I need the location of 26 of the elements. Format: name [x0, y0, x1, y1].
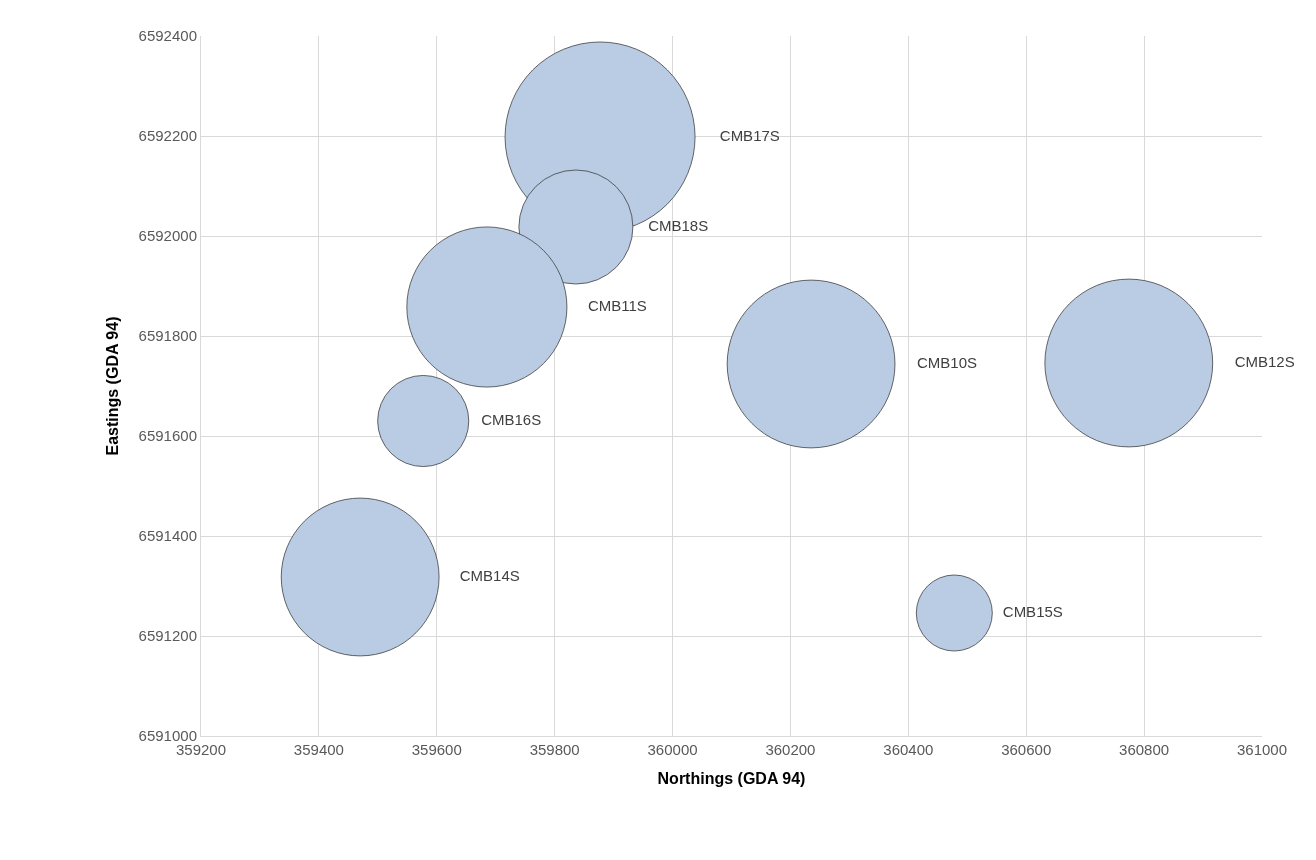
- x-tick-label: 360600: [1001, 741, 1052, 758]
- y-tick-label: 6592000: [138, 227, 197, 245]
- y-tick-label: 6591800: [138, 327, 197, 345]
- series-label: CMB15S: [1002, 602, 1063, 620]
- y-tick-label: 6591400: [138, 527, 197, 545]
- x-tick-label: 361000: [1236, 741, 1288, 758]
- x-axis-title: Northings (GDA 94): [657, 769, 806, 787]
- series-label: CMB16S: [481, 410, 542, 428]
- y-tick-label: 6592200: [138, 127, 197, 145]
- x-tick-label: 360400: [883, 741, 934, 758]
- series-label: CMB18S: [648, 216, 709, 234]
- x-tick-label: 360800: [1119, 741, 1170, 758]
- x-tick-label: 359400: [293, 741, 344, 758]
- x-tick-label: 360200: [765, 741, 816, 758]
- y-tick-label: 6591200: [138, 627, 197, 645]
- series-label: CMB10S: [916, 353, 977, 371]
- x-tick-label: 359800: [529, 741, 580, 758]
- x-tick-label: 359600: [411, 741, 462, 758]
- y-axis-title: Eastings (GDA 94): [104, 316, 122, 456]
- y-tick-label: 6592400: [138, 27, 197, 45]
- x-tick-label: 360000: [647, 741, 698, 758]
- series-label: CMB11S: [587, 296, 647, 314]
- series-label: CMB14S: [459, 566, 520, 584]
- y-tick-label: 6591600: [138, 427, 197, 445]
- series-label: CMB17S: [719, 126, 780, 144]
- series-label: CMB12S: [1234, 352, 1295, 370]
